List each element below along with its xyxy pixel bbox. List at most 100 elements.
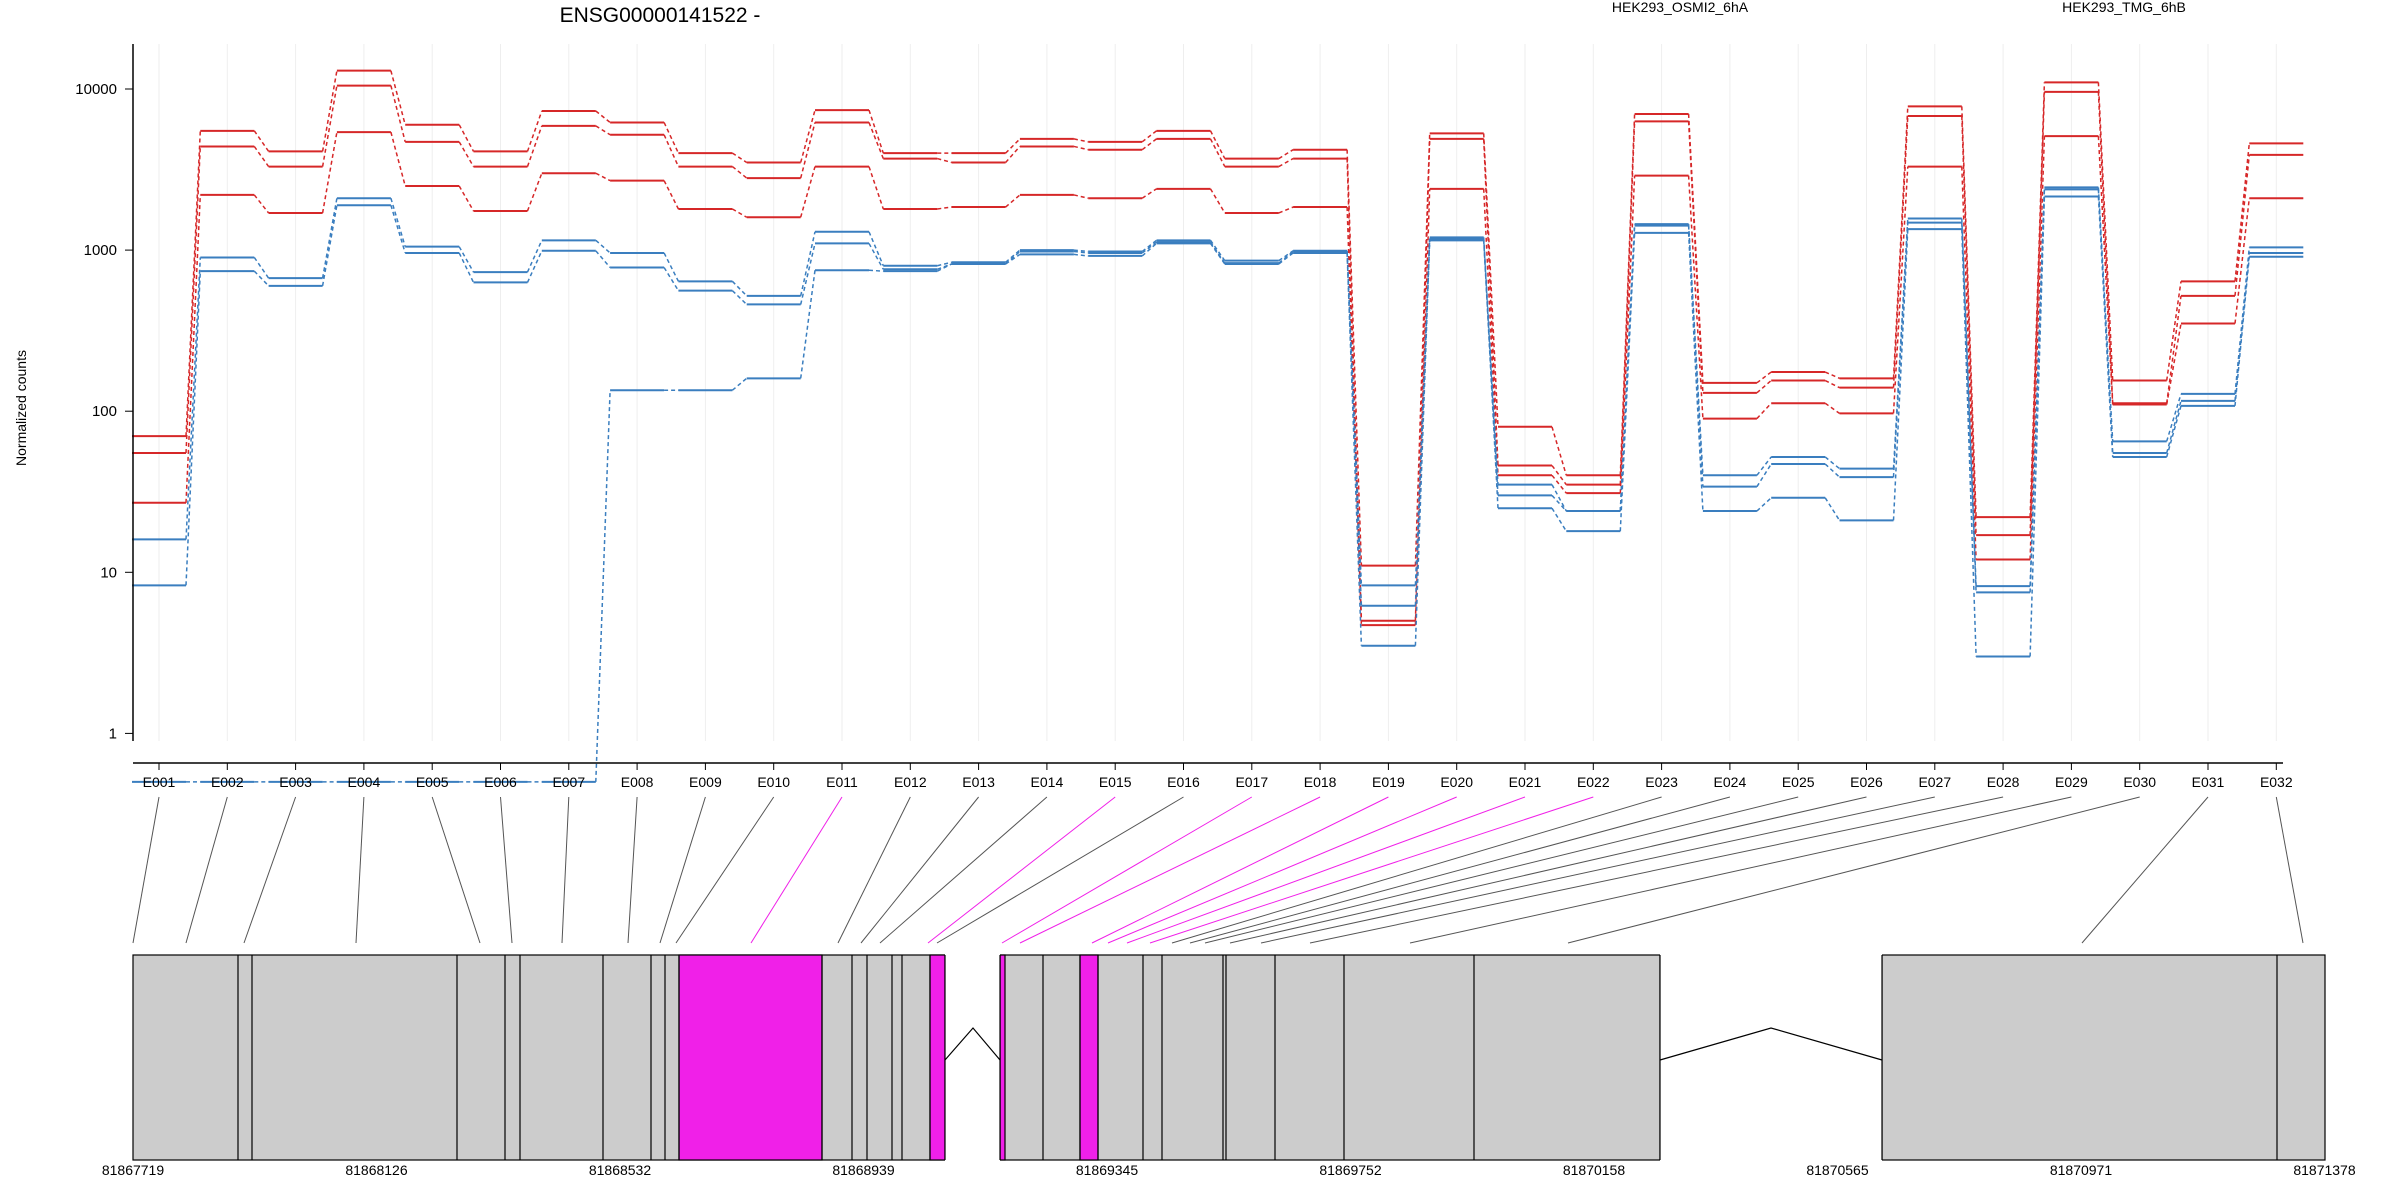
y-axis-label: Normalized counts (13, 350, 29, 466)
x-tick-label: E024 (1714, 774, 1747, 790)
x-tick-label: E003 (279, 774, 312, 790)
exon-block (678, 954, 823, 1161)
exon-connector (1126, 796, 1526, 944)
intron-chevron (944, 1027, 1001, 1061)
genomic-coordinate-label: 81870158 (1563, 1162, 1626, 1178)
genomic-coordinate-label: 81867719 (102, 1162, 165, 1178)
y-tick-label: 1000 (84, 242, 117, 259)
y-tick-label: 1 (109, 725, 117, 742)
exon-connector (675, 796, 775, 944)
x-tick-label: E028 (1987, 774, 2020, 790)
x-tick-label: E021 (1509, 774, 1542, 790)
intron-chevron (1659, 1027, 1883, 1061)
exon-connector (243, 796, 297, 944)
series-HEK293_OSMI2_6hA (132, 69, 2304, 567)
legend-condition-a: HEK293_OSMI2_6hA (1612, 0, 1749, 15)
exon-connector (750, 796, 843, 944)
exon-connector (561, 796, 570, 944)
x-tick-label: E023 (1645, 774, 1678, 790)
exon-connector (927, 796, 1116, 944)
exon-block (1881, 954, 2326, 1161)
x-tick-label: E025 (1782, 774, 1815, 790)
exon-block (1079, 954, 1099, 1161)
y-tick-label: 10 (100, 564, 117, 581)
x-tick-label: E008 (621, 774, 654, 790)
intron-gap (945, 953, 1000, 1162)
genomic-coordinate-label: 81870565 (1806, 1162, 1869, 1178)
x-tick-label: E031 (2192, 774, 2225, 790)
x-axis-ticks: E001 E002 E003 E004 E005 E006 E007 E008 E009 E010… (143, 763, 2293, 790)
series-connector (186, 196, 2251, 783)
exon-connector (1229, 796, 1867, 944)
exon-connector (1567, 796, 2140, 944)
x-tick-label: E018 (1304, 774, 1337, 790)
exon-connector (1171, 796, 1662, 944)
exon-connector (1260, 796, 1935, 944)
x-tick-label: E007 (552, 774, 585, 790)
x-tick-label: E010 (757, 774, 790, 790)
exon-connector (1019, 796, 1321, 944)
x-tick-label: E013 (962, 774, 995, 790)
genomic-coordinate-label: 81869752 (1319, 1162, 1382, 1178)
exon-connectors (132, 796, 2304, 944)
intron-gap (1660, 953, 1882, 1162)
x-tick-label: E011 (826, 774, 858, 790)
series-connector (185, 189, 2251, 606)
y-axis-ticks: 1 10 100 1000 10000 (75, 81, 133, 742)
exon-block (929, 954, 946, 1161)
x-tick-label: E032 (2260, 774, 2293, 790)
exon-connector (500, 796, 513, 944)
exon-connector (355, 796, 365, 944)
x-tick-label: E017 (1235, 774, 1268, 790)
series-connector (185, 85, 2251, 621)
exon-connector (627, 796, 638, 944)
y-tick-label: 10000 (75, 81, 117, 98)
exon-connector (936, 796, 1184, 944)
series-layer (132, 69, 2304, 783)
exon-connector (1189, 796, 1731, 944)
exon-connector (132, 796, 160, 944)
genomic-coordinate-label: 81868126 (345, 1162, 408, 1178)
exon-connector (2081, 796, 2209, 944)
chart-title: ENSG00000141522 - (560, 4, 761, 27)
x-tick-label: E019 (1372, 774, 1405, 790)
x-tick-label: E016 (1167, 774, 1200, 790)
exon-connector (659, 796, 706, 944)
series-HEK293_TMG_6hB (132, 188, 2304, 607)
exon-connector (1149, 796, 1594, 944)
series-HEK293_OSMI2_6hA (132, 131, 2304, 627)
vertical-gridlines (158, 44, 2277, 741)
x-tick-label: E029 (2055, 774, 2088, 790)
exon-connector (1001, 796, 1253, 944)
exon-connector (1204, 796, 1799, 944)
exon-connector (837, 796, 911, 944)
exon-block (999, 954, 1006, 1161)
x-tick-label: E012 (894, 774, 927, 790)
x-tick-label: E001 (143, 774, 176, 790)
genomic-coordinate-label: 81868532 (589, 1162, 652, 1178)
x-tick-label: E009 (689, 774, 722, 790)
x-tick-label: E027 (1918, 774, 1951, 790)
genomic-coordinate-label: 81869345 (1076, 1162, 1139, 1178)
exon-connector (1409, 796, 2072, 944)
exon-connector (431, 796, 481, 944)
exon-connector (1309, 796, 2004, 944)
genomic-coordinate-label: 81868939 (832, 1162, 895, 1178)
x-tick-label: E026 (1850, 774, 1883, 790)
series-connector (185, 70, 2251, 566)
exon-connector (879, 796, 1048, 944)
x-tick-label: E020 (1440, 774, 1473, 790)
x-tick-label: E030 (2123, 774, 2156, 790)
exon-connector (1107, 796, 1457, 944)
genomic-coordinate-label: 81871378 (2293, 1162, 2356, 1178)
x-tick-label: E004 (348, 774, 381, 790)
series-connector (185, 187, 2251, 587)
x-tick-label: E015 (1099, 774, 1132, 790)
x-tick-label: E014 (1031, 774, 1064, 790)
genomic-coordinate-label: 81870971 (2050, 1162, 2113, 1178)
x-tick-label: E002 (211, 774, 244, 790)
exon-connector (185, 796, 228, 944)
exon-connector (1091, 796, 1389, 944)
x-tick-label: E022 (1577, 774, 1610, 790)
